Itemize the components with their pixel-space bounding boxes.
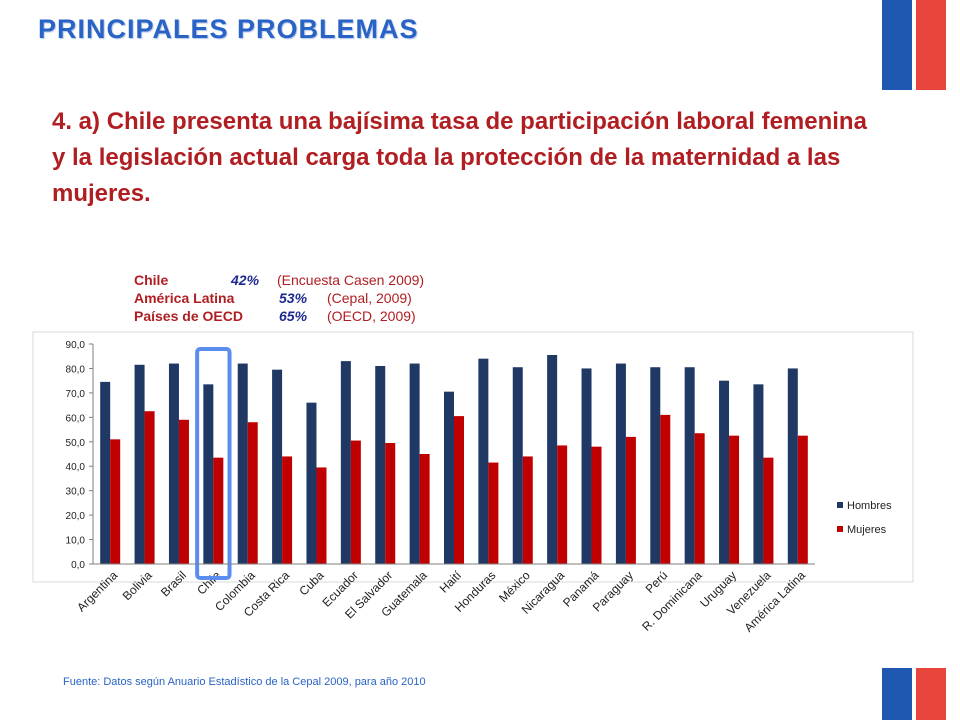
stat-row-chile: Chile 42% (Encuesta Casen 2009): [134, 271, 474, 289]
x-tick-label: Argentina: [74, 568, 120, 614]
bar-mujeres: [763, 457, 774, 564]
source-note: Fuente: Datos según Anuario Estadístico …: [63, 676, 426, 688]
bar-mujeres: [144, 411, 155, 564]
bar-hombres: [168, 363, 179, 564]
y-tick-label: 70,0: [66, 389, 86, 400]
x-tick-label: Perú: [643, 568, 671, 596]
bar-hombres: [340, 361, 351, 564]
x-tick-label: Cuba: [296, 568, 326, 598]
bar-hombres: [512, 367, 523, 564]
bar-mujeres: [110, 439, 121, 564]
bar-mujeres: [797, 435, 808, 564]
bar-mujeres: [488, 462, 499, 564]
legend-swatch: [837, 502, 843, 508]
bar-hombres: [306, 402, 317, 564]
x-tick-label: R. Dominicana: [639, 568, 705, 634]
bar-hombres: [753, 384, 764, 564]
page-title: PRINCIPALES PROBLEMAS: [38, 14, 419, 44]
flag-blue-stripe: [882, 0, 912, 90]
stat-row-america-latina: América Latina 53% (Cepal, 2009): [134, 289, 474, 307]
stat-row-oecd: Países de OECD 65% (OECD, 2009): [134, 307, 474, 325]
bar-mujeres: [350, 440, 361, 564]
bar-mujeres: [213, 457, 224, 564]
bar-mujeres: [454, 416, 464, 564]
chart-frame: [32, 331, 914, 583]
bar-mujeres: [625, 436, 636, 564]
bar-hombres: [272, 369, 283, 564]
bar-hombres: [719, 380, 730, 564]
stat-source: (Cepal, 2009): [327, 290, 412, 306]
bar-mujeres: [660, 414, 671, 564]
bar-mujeres: [729, 435, 740, 564]
bar-hombres: [547, 355, 558, 564]
bar-hombres: [444, 391, 454, 564]
legend-label: Hombres: [847, 500, 892, 512]
bar-mujeres: [247, 422, 258, 564]
flag-red-stripe: [916, 0, 946, 90]
bar-mujeres: [557, 445, 568, 564]
y-tick-label: 90,0: [66, 340, 86, 351]
bar-hombres: [237, 363, 248, 564]
participation-stats: Chile 42% (Encuesta Casen 2009) América …: [134, 271, 474, 325]
legend-label: Mujeres: [847, 524, 887, 536]
stat-region: América Latina: [134, 290, 235, 306]
bar-hombres: [787, 368, 798, 564]
bar-mujeres: [522, 456, 533, 564]
bar-hombres: [684, 367, 695, 564]
bar-hombres: [615, 363, 626, 564]
stat-source: (OECD, 2009): [327, 308, 416, 324]
stat-region: Países de OECD: [134, 308, 243, 324]
chile-flag-stripes-top: [882, 0, 946, 90]
y-tick-label: 40,0: [66, 462, 86, 473]
bar-hombres: [203, 384, 214, 564]
y-tick-label: 20,0: [66, 511, 86, 522]
bar-hombres: [478, 358, 489, 564]
bar-hombres: [375, 366, 386, 564]
y-tick-label: 0,0: [71, 560, 85, 571]
stat-percentage: 42%: [231, 272, 260, 288]
x-tick-label: Haití: [437, 568, 465, 596]
y-tick-label: 80,0: [66, 364, 86, 375]
x-tick-label: Brasil: [158, 568, 189, 599]
stat-percentage: 53%: [279, 290, 308, 306]
x-tick-label: América Latina: [741, 568, 808, 635]
bar-hombres: [650, 367, 661, 564]
flag-red-stripe: [916, 668, 946, 720]
y-tick-label: 50,0: [66, 438, 86, 449]
chile-flag-stripes-bottom: [882, 668, 946, 720]
bar-mujeres: [282, 456, 293, 564]
headline: 4. a) Chile presenta una bajísima tasa d…: [52, 108, 867, 207]
bar-mujeres: [316, 467, 327, 564]
labor-participation-bar-chart: 0,0 10,0 20,0 30,0 40,0 50,0 60,0 70,0 80,0 90,0 A…: [32, 331, 914, 635]
bar-mujeres: [385, 443, 396, 564]
stat-percentage: 65%: [279, 308, 308, 324]
flag-blue-stripe: [882, 668, 912, 720]
bar-hombres: [134, 364, 145, 564]
bar-mujeres: [591, 446, 602, 564]
x-tick-label: Bolivia: [120, 568, 155, 603]
bar-mujeres: [419, 454, 430, 564]
bar-hombres: [581, 368, 592, 564]
y-tick-label: 60,0: [66, 413, 86, 424]
bar-mujeres: [694, 433, 705, 564]
bar-hombres: [409, 363, 420, 564]
y-tick-label: 30,0: [66, 487, 86, 498]
y-tick-label: 10,0: [66, 536, 86, 547]
legend-swatch: [837, 526, 843, 532]
stat-region: Chile: [134, 272, 169, 288]
chile-highlight-box: [195, 347, 232, 580]
stat-source: (Encuesta Casen 2009): [277, 272, 425, 288]
bar-hombres: [100, 381, 111, 564]
bar-mujeres: [178, 419, 189, 564]
